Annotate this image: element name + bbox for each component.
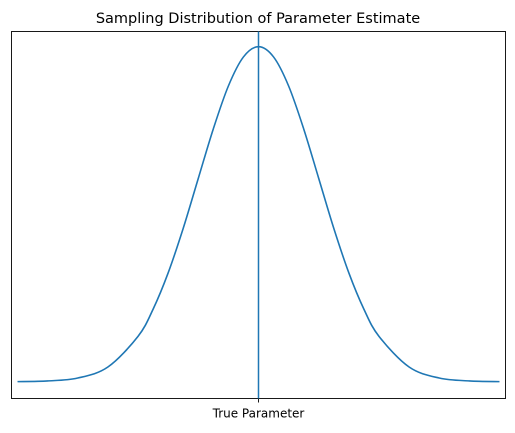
series-layer [17, 45, 500, 383]
x-axis-ticks: True Parameter [212, 398, 305, 421]
x-tick-label-0: True Parameter [212, 407, 305, 421]
series-line-0 [17, 45, 500, 383]
chart-title: Sampling Distribution of Parameter Estim… [96, 11, 420, 27]
